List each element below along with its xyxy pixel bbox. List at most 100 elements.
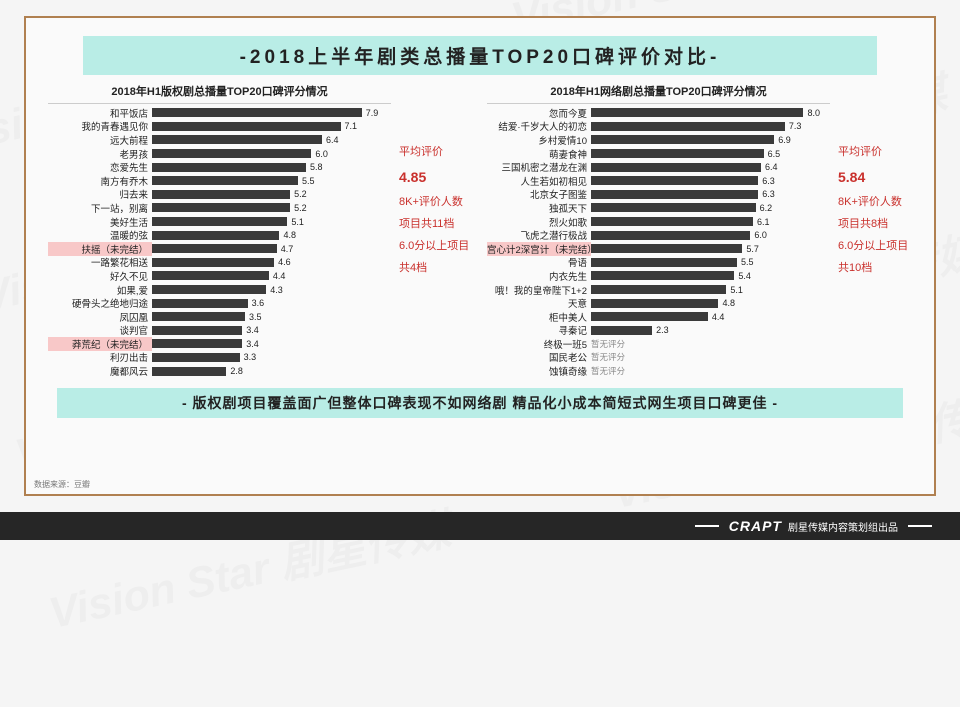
- bar-fill: [152, 149, 311, 158]
- bar-fill: [152, 244, 277, 253]
- footer-dash-icon: [695, 525, 719, 527]
- title-band: -2018上半年剧类总播量TOP20口碑评价对比-: [83, 36, 878, 75]
- bar-row: 归去来5.2: [48, 188, 391, 202]
- bar-fill: [152, 326, 242, 335]
- bar-row: 和平饭店 7.9: [48, 106, 391, 120]
- bar-value: 5.2: [294, 189, 307, 199]
- bar-value: 4.8: [283, 230, 296, 240]
- bar-fill: [591, 176, 758, 185]
- bar-track: 6.0: [152, 147, 391, 161]
- bar-label: 寻秦记: [487, 323, 591, 337]
- bar-fill: [591, 299, 718, 308]
- bar-value: 5.8: [310, 162, 323, 172]
- bar-value: 3.4: [246, 325, 259, 335]
- bar-row: 骨语5.5: [487, 256, 830, 270]
- bar-label: 宫心计2深宫计（未完结）: [487, 242, 591, 256]
- bar-track: 5.4: [591, 269, 830, 283]
- bar-fill: [591, 271, 734, 280]
- bar-value: 5.7: [746, 244, 759, 254]
- left-stats: 平均评价 4.85 8K+评价人数 项目共11档 6.0分以上项目 共4档: [391, 83, 473, 378]
- bar-label: 利刃出击: [48, 350, 152, 364]
- footer-text: 剧星传媒内容策划组出品: [788, 519, 898, 534]
- bar-row: 硬骨头之绝地归途 3.6: [48, 296, 391, 310]
- bar-value: 8.0: [807, 108, 820, 118]
- bar-track: 8.0: [591, 106, 830, 120]
- page-title: -2018上半年剧类总播量TOP20口碑评价对比-: [83, 42, 878, 69]
- bar-label: 天意: [487, 296, 591, 310]
- bar-track: 4.4: [591, 310, 830, 324]
- bar-label: 温暖的弦: [48, 228, 152, 242]
- right-bars: 忽而今夏8.0结爱·千岁大人的初恋7.3乡村爱情106.9萌妻食神6.5三国机密…: [487, 103, 830, 378]
- footer-bar: CRAPT 剧星传媒内容策划组出品: [0, 512, 960, 540]
- bar-track: 4.6: [152, 256, 391, 270]
- bar-row: 美好生活5.1: [48, 215, 391, 229]
- bar-track: 5.1: [591, 283, 830, 297]
- bar-row: 寻秦记 2.3: [487, 324, 830, 338]
- bar-row: 哦！我的皇帝陛下1+25.1: [487, 283, 830, 297]
- bar-fill: [152, 135, 322, 144]
- bar-label: 和平饭店: [48, 106, 152, 120]
- bar-label: 独孤天下: [487, 201, 591, 215]
- bar-value: 4.3: [270, 285, 283, 295]
- bar-value: 6.3: [762, 189, 775, 199]
- bar-value: 3.4: [246, 339, 259, 349]
- bar-value: 2.3: [656, 325, 669, 335]
- bar-row: 内衣先生5.4: [487, 269, 830, 283]
- bar-label: 终极一班5: [487, 337, 591, 351]
- footer-dash-icon: [908, 525, 932, 527]
- bar-value: 7.9: [366, 108, 379, 118]
- right-chart-block: 2018年H1网络剧总播量TOP20口碑评分情况 忽而今夏8.0结爱·千岁大人的…: [487, 83, 912, 378]
- bar-row: 三国机密之潜龙在渊6.4: [487, 160, 830, 174]
- bar-track: 3.5: [152, 310, 391, 324]
- bar-row: 恋爱先生5.8: [48, 160, 391, 174]
- bar-label: 硬骨头之绝地归途: [48, 296, 152, 310]
- bar-fill: [591, 190, 758, 199]
- bar-row: 飞虎之潜行极战6.0: [487, 228, 830, 242]
- bar-track: 7.9: [152, 106, 391, 120]
- bar-row: 温暖的弦 4.8: [48, 228, 391, 242]
- bar-value: 5.5: [741, 257, 754, 267]
- bar-value: 4.7: [281, 244, 294, 254]
- bar-value: 6.2: [760, 203, 773, 213]
- bar-fill: [591, 122, 785, 131]
- bar-track: 5.8: [152, 160, 391, 174]
- bar-label: 柜中美人: [487, 310, 591, 324]
- bar-value: 7.1: [345, 121, 358, 131]
- bar-fill: [591, 285, 726, 294]
- bar-value: 3.6: [252, 298, 265, 308]
- bar-fill: [152, 271, 269, 280]
- bar-fill: [152, 176, 298, 185]
- bar-value: 2.8: [230, 366, 243, 376]
- bar-row: 北京女子图鉴6.3: [487, 188, 830, 202]
- bar-value: 6.4: [765, 162, 778, 172]
- bar-fill: [152, 258, 274, 267]
- bar-value: 5.2: [294, 203, 307, 213]
- bar-row: 天意4.8: [487, 296, 830, 310]
- bar-fill: [152, 203, 290, 212]
- bar-track: 7.3: [591, 120, 830, 134]
- bar-value: 6.0: [754, 230, 767, 240]
- bar-track: 5.2: [152, 188, 391, 202]
- bar-label: 美好生活: [48, 215, 152, 229]
- bar-row: 乡村爱情106.9: [487, 133, 830, 147]
- right-chart-title: 2018年H1网络剧总播量TOP20口碑评分情况: [487, 83, 830, 99]
- bar-row: 一路繁花相送4.6: [48, 256, 391, 270]
- bar-row: 老男孩6.0: [48, 147, 391, 161]
- bar-track: 5.5: [591, 256, 830, 270]
- bar-value: 6.5: [768, 149, 781, 159]
- bar-label: 乡村爱情10: [487, 133, 591, 147]
- bar-track: 6.5: [591, 147, 830, 161]
- bar-fill: [152, 367, 226, 376]
- bar-fill: [152, 299, 248, 308]
- bar-fill: [152, 353, 240, 362]
- bar-fill: [152, 217, 287, 226]
- bar-value: 3.5: [249, 312, 262, 322]
- right-stats: 平均评价 5.84 8K+评价人数 项目共8档 6.0分以上项目 共10档: [830, 83, 912, 378]
- bottom-caption: - 版权剧项目覆盖面广但整体口碑表现不如网络剧 精品化小成本简短式网生项目口碑更…: [57, 388, 904, 418]
- bar-fill: [591, 203, 756, 212]
- bar-track: 3.4: [152, 337, 391, 351]
- bar-value: 7.3: [789, 121, 802, 131]
- bar-track: 5.1: [152, 215, 391, 229]
- bar-label: 我的青春遇见你: [48, 119, 152, 133]
- bar-row: 萌妻食神6.5: [487, 147, 830, 161]
